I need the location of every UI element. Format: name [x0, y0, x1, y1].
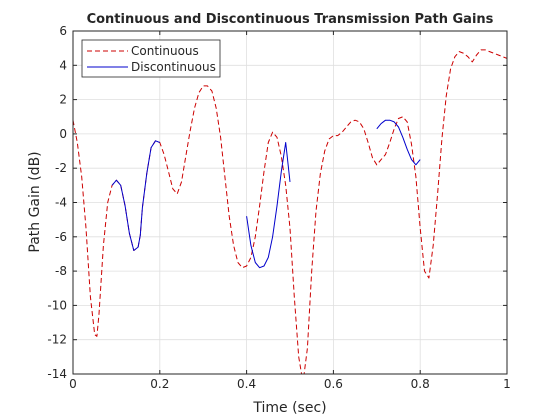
y-tick-label: -8 — [55, 264, 67, 278]
series-line-discontinuous — [246, 142, 291, 269]
chart-title: Continuous and Discontinuous Transmissio… — [87, 12, 494, 27]
legend-label-continuous: Continuous — [131, 44, 199, 58]
x-tick-label: 0.8 — [411, 377, 430, 391]
x-tick-label: 0.6 — [324, 377, 343, 391]
y-tick-label: -12 — [47, 333, 67, 347]
y-tick-label: -4 — [55, 196, 67, 210]
x-tick-label: 0 — [69, 377, 77, 391]
y-tick-label: 6 — [59, 24, 67, 38]
y-tick-label: -10 — [47, 298, 67, 312]
x-tick-label: 0.2 — [150, 377, 169, 391]
y-tick-label: 0 — [59, 127, 67, 141]
series-layer — [73, 49, 507, 374]
y-tick-label: -14 — [47, 367, 67, 381]
x-axis-label: Time (sec) — [252, 400, 326, 416]
y-tick-label: 2 — [59, 93, 67, 107]
y-tick-label: -6 — [55, 230, 67, 244]
x-tick-label: 1 — [503, 377, 511, 391]
axis-ticks: 0 0.2 0.4 0.6 0.8 1 -14 -12 -10 -8 -6 -4 -2 0 2 4 6 — [47, 24, 510, 391]
series-line-discontinuous — [376, 119, 421, 166]
x-tick-label: 0.4 — [237, 377, 256, 391]
legend: Continuous Discontinuous — [81, 39, 221, 78]
legend-box — [81, 39, 221, 78]
series-line-discontinuous — [111, 140, 160, 251]
y-tick-label: -2 — [55, 161, 67, 175]
legend-label-discontinuous: Discontinuous — [131, 60, 216, 74]
y-tick-label: 4 — [59, 58, 67, 72]
y-axis-label: Path Gain (dB) — [27, 151, 43, 252]
